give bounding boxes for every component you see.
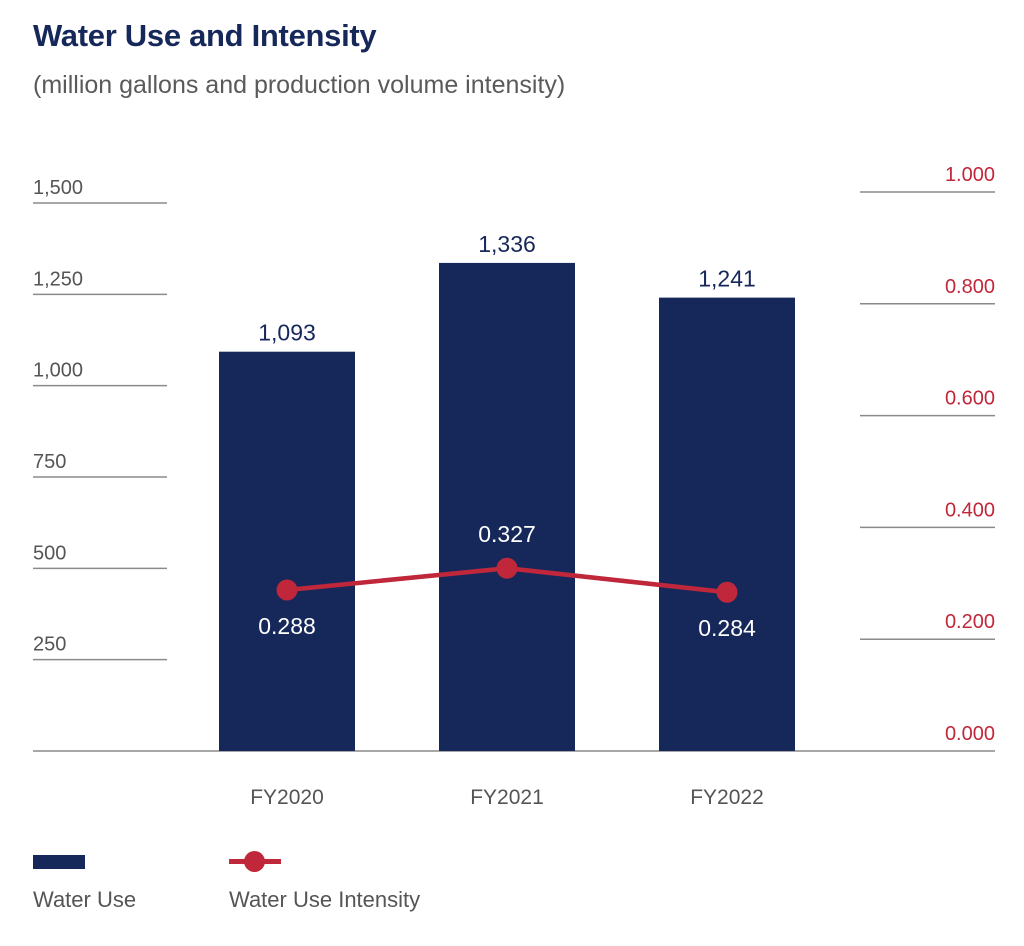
legend-label-water-use-intensity: Water Use Intensity xyxy=(229,887,421,912)
right-tick-label: 0.200 xyxy=(945,611,995,633)
legend-swatch-water-use-intensity xyxy=(229,850,281,874)
bar-value-label: 1,093 xyxy=(258,320,316,346)
line-value-label: 0.284 xyxy=(698,615,756,641)
chart-subtitle: (million gallons and production volume i… xyxy=(33,71,566,99)
bar-value-label: 1,336 xyxy=(478,231,536,257)
right-tick-label: 0.600 xyxy=(945,388,995,410)
bar-water-use xyxy=(659,297,795,751)
x-tick-label: FY2021 xyxy=(470,786,544,809)
left-tick-label: 250 xyxy=(33,634,66,656)
bar-water-use xyxy=(219,351,355,751)
bar-water-use xyxy=(439,262,575,751)
left-tick-label: 1,500 xyxy=(33,177,83,199)
right-tick-label: 0.800 xyxy=(945,276,995,298)
left-tick-label: 1,250 xyxy=(33,268,83,290)
line-value-label: 0.327 xyxy=(478,521,536,547)
right-tick-label: 0.400 xyxy=(945,499,995,521)
chart-title: Water Use and Intensity xyxy=(33,18,377,53)
x-tick-label: FY2022 xyxy=(690,786,764,809)
x-tick-label: FY2020 xyxy=(250,786,324,809)
point-water-use-intensity xyxy=(276,579,298,601)
right-tick-label: 0.000 xyxy=(945,723,995,745)
bar-value-label: 1,241 xyxy=(698,266,756,292)
right-tick-label: 1.000 xyxy=(945,164,995,186)
left-tick-label: 500 xyxy=(33,542,66,564)
legend-item-water-use-intensity: Water Use Intensity xyxy=(229,851,421,913)
legend-label-water-use: Water Use xyxy=(33,887,137,912)
legend-swatch-water-use xyxy=(33,855,85,869)
left-tick-label: 750 xyxy=(33,451,66,473)
legend-item-water-use: Water Use xyxy=(33,855,136,913)
line-value-label: 0.288 xyxy=(258,613,316,639)
point-water-use-intensity xyxy=(496,557,518,579)
point-water-use-intensity xyxy=(716,581,738,603)
left-tick-label: 1,000 xyxy=(33,360,83,382)
